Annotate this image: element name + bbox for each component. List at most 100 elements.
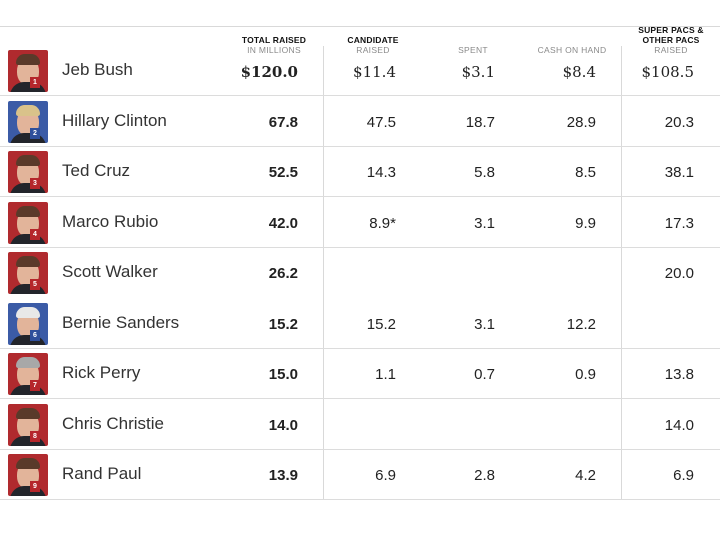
cell-pac-raised: 14.0	[664, 416, 694, 434]
candidate-photo	[8, 201, 48, 244]
candidate-name: Marco Rubio	[62, 211, 159, 231]
cell-pac-raised: $108.5	[641, 63, 695, 81]
candidate-name: Bernie Sanders	[62, 312, 180, 332]
photo-hair	[16, 205, 40, 217]
photo-shoulders	[10, 82, 46, 92]
rank-badge: 8	[30, 430, 40, 442]
cell-cash: 0.9	[575, 366, 596, 383]
header-cash: CASH ON HAND	[527, 45, 617, 55]
header-total-title: TOTAL RAISED	[241, 35, 307, 45]
cell-cash: 9.9	[575, 214, 596, 232]
photo-shoulders	[10, 284, 46, 294]
candidate-name: Rick Perry	[62, 363, 141, 382]
photo-hair	[16, 104, 40, 116]
cell-spent: 18.7	[465, 113, 495, 131]
header-cash-sub: CASH ON HAND	[537, 45, 607, 55]
candidate-photo	[8, 302, 48, 345]
header-spent-sub: SPENT	[458, 45, 488, 55]
header-spent: SPENT	[438, 45, 508, 55]
photo-hair	[16, 357, 40, 368]
candidate-photo	[8, 454, 48, 496]
candidate-name: Ted Cruz	[62, 161, 131, 180]
candidate-name: Chris Christie	[62, 413, 165, 433]
photo-hair	[16, 458, 40, 469]
photo-hair	[16, 256, 40, 267]
candidate-photo	[8, 252, 48, 294]
cell-candidate-raised: 15.2	[366, 315, 396, 333]
cell-pac-raised: 17.3	[664, 214, 694, 232]
cell-pac-raised: 38.1	[664, 164, 694, 181]
header-total: TOTAL RAISED IN MILLIONS	[234, 35, 314, 55]
cell-cash: $8.4	[562, 63, 596, 81]
cell-candidate-raised: 8.9*	[369, 214, 396, 232]
candidate-name: Jeb Bush	[62, 60, 133, 79]
photo-hair	[16, 155, 40, 166]
header-pac-title: SUPER PACS & OTHER PACS	[638, 25, 704, 45]
row-separator	[0, 95, 720, 96]
row-separator	[0, 448, 720, 450]
header-pac-sub: RAISED	[654, 45, 688, 55]
rank-badge: 7	[30, 380, 40, 391]
candidate-photo	[8, 50, 48, 92]
photo-shoulders	[10, 132, 46, 143]
photo-shoulders	[10, 233, 46, 244]
candidate-photo	[8, 100, 48, 143]
header-pac: SUPER PACS & OTHER PACS RAISED	[628, 25, 714, 55]
cell-candidate-raised: $11.4	[353, 63, 396, 81]
row-separator	[0, 145, 720, 147]
column-divider-pac	[621, 46, 622, 500]
cell-total: 13.9	[268, 467, 298, 484]
row-separator	[0, 246, 720, 248]
table-row: 5 Scott Walker 26.2 20.0	[0, 248, 720, 298]
cell-spent: 2.8	[474, 467, 495, 484]
rank-badge: 5	[30, 279, 40, 290]
column-divider-candidate	[323, 46, 324, 500]
table-row: 1 Jeb Bush $120.0 $11.4 $3.1 $8.4 $108.5	[0, 46, 720, 96]
row-separator	[0, 196, 720, 197]
header-candidate-sub: RAISED	[356, 45, 390, 55]
table-row: 8 Chris Christie 14.0 14.0	[0, 400, 720, 450]
cell-total: 15.0	[268, 366, 298, 383]
table-row: 7 Rick Perry 15.0 1.1 0.7 0.9 13.8	[0, 349, 720, 399]
photo-shoulders	[10, 183, 46, 193]
cell-cash: 12.2	[566, 315, 596, 333]
row-separator	[0, 347, 720, 349]
header-candidate-title: CANDIDATE	[347, 35, 399, 45]
header-total-sub: IN MILLIONS	[247, 45, 301, 55]
candidate-name: Scott Walker	[62, 262, 158, 281]
cell-spent: 5.8	[474, 164, 495, 181]
cell-total: 67.8	[268, 113, 298, 131]
cell-spent: $3.1	[461, 63, 495, 81]
cell-cash: 4.2	[575, 467, 596, 484]
candidate-photo	[8, 353, 48, 395]
table-row: 3 Ted Cruz 52.5 14.3 5.8 8.5 38.1	[0, 147, 720, 197]
cell-pac-raised: 6.9	[673, 467, 694, 484]
cell-total: $120.0	[240, 63, 298, 81]
cell-pac-raised: 20.3	[664, 113, 694, 131]
cell-candidate-raised: 6.9	[375, 467, 396, 484]
photo-hair	[16, 407, 40, 419]
cell-cash: 28.9	[566, 113, 596, 131]
photo-shoulders	[10, 486, 46, 496]
cell-pac-raised: 13.8	[664, 366, 694, 383]
table-row: 4 Marco Rubio 42.0 8.9* 3.1 9.9 17.3	[0, 198, 720, 248]
candidate-name: Hillary Clinton	[62, 110, 167, 130]
candidate-photo	[8, 151, 48, 193]
cell-candidate-raised: 14.3	[366, 164, 396, 181]
cell-candidate-raised: 47.5	[366, 113, 396, 131]
cell-total: 52.5	[268, 164, 298, 181]
row-separator	[0, 499, 720, 500]
cell-spent: 3.1	[474, 315, 495, 333]
cell-total: 26.2	[268, 265, 298, 282]
table-row: 2 Hillary Clinton 67.8 47.5 18.7 28.9 20.3	[0, 97, 720, 147]
table-row: 9 Rand Paul 13.9 6.9 2.8 4.2 6.9	[0, 450, 720, 500]
cell-total: 15.2	[268, 315, 298, 333]
candidate-name: Rand Paul	[62, 464, 142, 483]
photo-hair	[16, 54, 40, 65]
header-candidate: CANDIDATE RAISED	[333, 35, 413, 55]
cell-spent: 3.1	[474, 214, 495, 232]
rank-badge: 1	[30, 77, 40, 88]
cell-total: 14.0	[268, 416, 298, 434]
cell-pac-raised: 20.0	[664, 265, 694, 282]
photo-shoulders	[10, 334, 46, 345]
